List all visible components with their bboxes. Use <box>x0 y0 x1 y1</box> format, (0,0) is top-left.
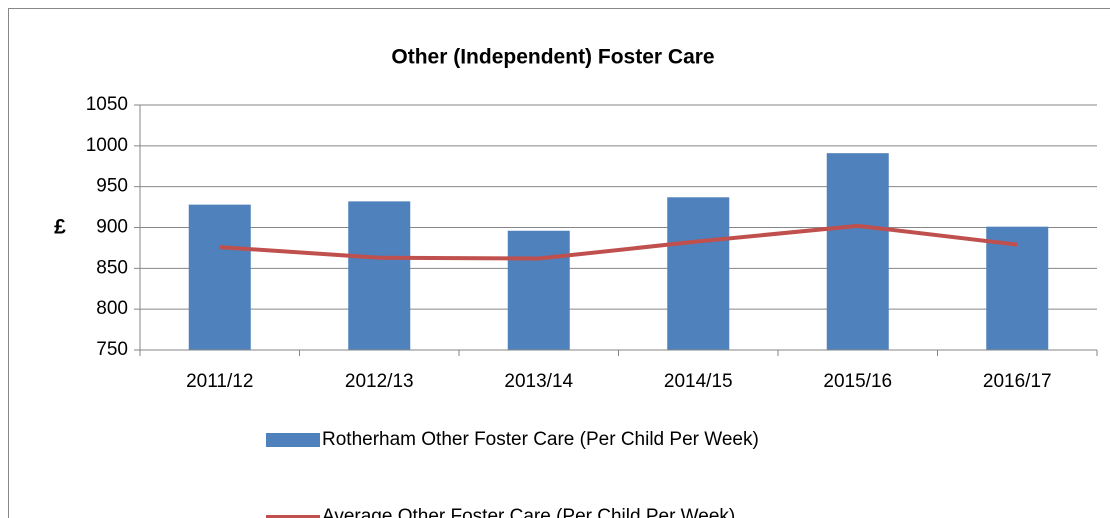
legend-label: Average Other Foster Care (Per Child Per… <box>322 506 735 518</box>
y-tick-label: 950 <box>96 176 128 197</box>
y-tick-label: 750 <box>96 339 128 360</box>
y-tick-label: 850 <box>96 257 128 278</box>
y-tick-label: 800 <box>96 298 128 319</box>
x-tick-label: 2011/12 <box>186 371 253 392</box>
y-tick-label: 1050 <box>86 94 128 115</box>
y-tick-label: 900 <box>96 217 128 238</box>
bar <box>826 153 889 350</box>
x-tick-label: 2016/17 <box>983 371 1052 392</box>
x-tick-label: 2014/15 <box>664 371 733 392</box>
bar <box>507 230 570 350</box>
x-tick-label: 2012/13 <box>345 371 414 392</box>
chart-title: Other (Independent) Foster Care <box>391 46 714 69</box>
bar <box>348 201 411 350</box>
legend-swatch <box>266 433 320 447</box>
bar <box>188 204 251 350</box>
y-tick-label: 1000 <box>86 135 128 156</box>
legend-label: Rotherham Other Foster Care (Per Child P… <box>322 429 759 450</box>
bar <box>667 197 730 350</box>
x-tick-label: 2013/14 <box>504 371 573 392</box>
y-axis-label: £ <box>54 216 66 239</box>
x-tick-label: 2015/16 <box>823 371 892 392</box>
line <box>219 223 1018 261</box>
bar <box>986 226 1049 350</box>
